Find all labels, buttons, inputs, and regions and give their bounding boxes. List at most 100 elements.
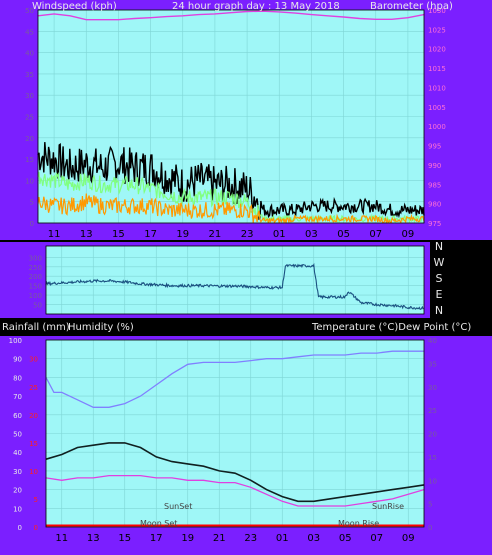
wind-x-tick-label: 07 <box>369 229 382 240</box>
barometer-tick-label: 990 <box>428 162 441 170</box>
windspeed-axis-label: Windspeed (kph) <box>32 1 117 12</box>
humidity-tick-label: 40 <box>13 449 22 457</box>
weather-x-tick-label: 17 <box>150 533 163 544</box>
barometer-tick-label: 1000 <box>428 123 446 131</box>
windspeed-tick-label: 45 <box>25 28 34 36</box>
temperature-tick-label: 25 <box>428 407 437 415</box>
temperature-tick-label: 0 <box>428 524 432 532</box>
temperature-tick-label: 40 <box>428 337 437 345</box>
direction-tick-label: 100 <box>29 292 42 300</box>
sunrise-label: SunRise <box>372 502 404 511</box>
wind-x-tick-label: 05 <box>337 229 350 240</box>
barometer-tick-label: 1030 <box>428 7 446 15</box>
wind-x-tick-label: 17 <box>144 229 157 240</box>
windspeed-tick-label: 5 <box>30 199 34 207</box>
barometer-tick-label: 975 <box>428 220 441 228</box>
windspeed-tick-label: 15 <box>25 156 34 164</box>
compass-label: S <box>436 272 443 285</box>
dewpoint-series-line <box>45 474 425 507</box>
barometer-tick-label: 980 <box>428 201 441 209</box>
rainfall-tick-label: 5 <box>34 496 38 504</box>
graph-title: 24 hour graph day : 13 May 2018 <box>172 1 340 12</box>
direction-series <box>45 262 424 310</box>
rainfall-tick-label: 30 <box>29 356 38 364</box>
barometer-tick-label: 1025 <box>428 26 446 34</box>
wind-x-tick-label: 09 <box>402 229 415 240</box>
windspeed-tick-label: 40 <box>25 50 34 58</box>
compass-label: N <box>435 240 443 253</box>
windspeed-tick-label: 35 <box>25 71 34 79</box>
weather-x-tick-label: 11 <box>55 533 68 544</box>
wind-x-tick-label: 03 <box>305 229 318 240</box>
humidity-tick-label: 90 <box>13 356 22 364</box>
humidity-tick-label: 80 <box>13 374 22 382</box>
barometer-tick-label: 985 <box>428 181 441 189</box>
wind-x-tick-label: 01 <box>273 229 286 240</box>
windspeed-tick-label: 30 <box>25 92 34 100</box>
average-series-line <box>37 171 425 224</box>
compass-label: N <box>435 304 443 317</box>
weather-series <box>45 350 425 527</box>
barometer-tick-label: 995 <box>428 143 441 151</box>
rainfall-axis-label: Rainfall (mm) <box>2 322 70 333</box>
barometer-tick-label: 1015 <box>428 65 446 73</box>
weather-x-tick-label: 03 <box>307 533 320 544</box>
temperature-tick-label: 5 <box>428 501 432 509</box>
direction-tick-label: 150 <box>29 283 42 291</box>
direction-tick-label: 200 <box>29 273 42 281</box>
direction-tick-label: 250 <box>29 264 42 272</box>
windspeed-tick-label: 50 <box>25 7 34 15</box>
windspeed-tick-label: 0 <box>30 220 34 228</box>
wind-series-line <box>37 193 425 225</box>
rainfall-tick-label: 0 <box>34 524 38 532</box>
windspeed-tick-label: 25 <box>25 114 34 122</box>
compass-label: W <box>434 256 445 269</box>
humidity-series-line <box>45 350 424 408</box>
temperature-axis-label: Temperature (°C)Dew Point (°C) <box>311 322 471 333</box>
windspeed-tick-label: 20 <box>25 135 34 143</box>
barometer-tick-label: 1010 <box>428 84 446 92</box>
weather-x-tick-label: 13 <box>87 533 100 544</box>
humidity-tick-label: 50 <box>13 431 22 439</box>
temperature-tick-label: 10 <box>428 477 437 485</box>
weather-grid <box>46 339 424 528</box>
wind-x-tick-label: 19 <box>176 229 189 240</box>
humidity-tick-label: 60 <box>13 412 22 420</box>
weather-x-tick-label: 19 <box>181 533 194 544</box>
windspeed-tick-label: 10 <box>25 177 34 185</box>
barometer-series-line <box>37 10 425 21</box>
humidity-tick-label: 70 <box>13 393 22 401</box>
humidity-tick-label: 10 <box>13 505 22 513</box>
direction-tick-label: 300 <box>29 254 42 262</box>
barometer-tick-label: 1005 <box>428 104 446 112</box>
temperature-tick-label: 20 <box>428 431 437 439</box>
wind-plot-border <box>37 9 425 224</box>
wind-series <box>37 10 425 225</box>
compass-label: E <box>436 288 443 301</box>
humidity-tick-label: 20 <box>13 487 22 495</box>
weather-axes: 0102030405060708090100051015202530051015… <box>9 337 437 544</box>
direction-series-line <box>45 262 424 310</box>
moonrise-label: Moon Rise <box>338 519 379 528</box>
weather-x-tick-label: 15 <box>118 533 131 544</box>
weather-x-tick-label: 07 <box>370 533 383 544</box>
temperature-tick-label: 15 <box>428 454 437 462</box>
weather-plot-border <box>45 339 425 528</box>
barometer-axis-label: Barometer (hpa) <box>370 1 453 12</box>
rainfall-tick-label: 10 <box>29 468 38 476</box>
direction-tick-label: 50 <box>33 302 42 310</box>
temperature-tick-label: 35 <box>428 360 437 368</box>
wind-x-tick-label: 11 <box>48 229 61 240</box>
wind-x-tick-label: 13 <box>80 229 93 240</box>
weather-x-tick-label: 21 <box>213 533 226 544</box>
temperature-series-line <box>45 442 425 503</box>
sunset-label: SunSet <box>164 502 192 511</box>
direction-grid <box>46 246 424 314</box>
weather-x-tick-label: 23 <box>244 533 257 544</box>
temperature-tick-label: 30 <box>428 384 437 392</box>
rainfall-tick-label: 15 <box>29 440 38 448</box>
humidity-tick-label: 0 <box>18 524 22 532</box>
